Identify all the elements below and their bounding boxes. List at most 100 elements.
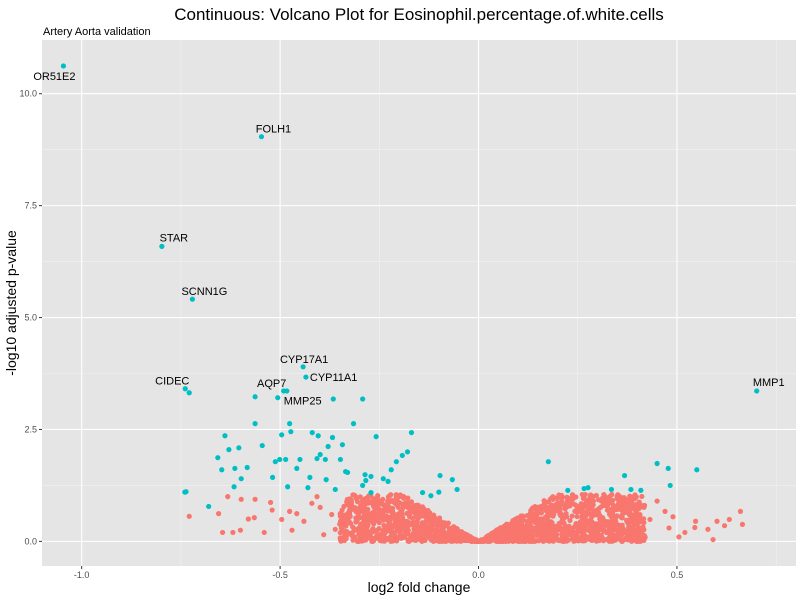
- labeled-point-cyp17a1: [300, 364, 306, 370]
- nonsignificant-point: [626, 524, 632, 531]
- nonsignificant-point: [555, 508, 561, 514]
- nonsignificant-point: [403, 530, 409, 536]
- nonsignificant-point: [550, 494, 556, 500]
- nonsignificant-point: [546, 537, 552, 544]
- nonsignificant-point: [589, 527, 595, 533]
- nonsignificant-point: [419, 538, 425, 544]
- nonsignificant-point: [383, 535, 389, 541]
- nonsignificant-point: [486, 534, 492, 540]
- nonsignificant-point: [440, 525, 446, 532]
- nonsignificant-point: [584, 508, 591, 514]
- nonsignificant-point: [641, 532, 647, 538]
- nonsignificant-point: [279, 516, 285, 523]
- nonsignificant-point: [410, 508, 416, 515]
- nonsignificant-point: [573, 521, 579, 527]
- nonsignificant-point: [597, 512, 603, 518]
- nonsignificant-point: [630, 528, 636, 534]
- nonsignificant-point: [710, 536, 716, 543]
- significant-point: [608, 486, 615, 493]
- nonsignificant-point: [413, 502, 419, 509]
- nonsignificant-point: [452, 534, 458, 540]
- nonsignificant-point: [337, 513, 344, 519]
- nonsignificant-point: [219, 529, 226, 536]
- nonsignificant-point: [348, 506, 354, 512]
- nonsignificant-point: [503, 533, 509, 539]
- nonsignificant-point: [606, 524, 612, 530]
- significant-point: [294, 465, 300, 472]
- nonsignificant-point: [621, 502, 627, 509]
- significant-point: [449, 477, 455, 483]
- nonsignificant-point: [408, 499, 415, 505]
- gene-label-aqp7: AQP7: [257, 378, 286, 390]
- nonsignificant-point: [453, 527, 459, 533]
- nonsignificant-point: [358, 528, 364, 534]
- labeled-point-star: [159, 243, 165, 249]
- nonsignificant-point: [618, 514, 625, 521]
- nonsignificant-point: [418, 523, 425, 530]
- nonsignificant-point: [533, 529, 539, 535]
- nonsignificant-point: [392, 519, 398, 525]
- significant-point: [667, 482, 673, 489]
- nonsignificant-point: [622, 509, 628, 515]
- gene-label-folh1: FOLH1: [256, 124, 291, 136]
- nonsignificant-point: [344, 529, 350, 535]
- significant-point: [215, 455, 221, 461]
- nonsignificant-point: [536, 504, 542, 510]
- nonsignificant-point: [366, 515, 372, 522]
- nonsignificant-point: [630, 502, 636, 508]
- nonsignificant-point: [514, 527, 520, 533]
- nonsignificant-point: [580, 509, 587, 515]
- nonsignificant-point: [543, 504, 549, 510]
- nonsignificant-point: [547, 504, 553, 510]
- nonsignificant-point: [225, 494, 231, 500]
- nonsignificant-point: [458, 537, 464, 543]
- nonsignificant-point: [638, 502, 644, 509]
- nonsignificant-point: [346, 518, 352, 524]
- nonsignificant-point: [341, 536, 347, 542]
- nonsignificant-point: [371, 519, 377, 525]
- nonsignificant-point: [397, 531, 403, 538]
- nonsignificant-point: [599, 535, 605, 541]
- nonsignificant-point: [434, 526, 440, 533]
- nonsignificant-point: [569, 492, 576, 498]
- significant-point: [380, 476, 386, 482]
- nonsignificant-point: [594, 537, 600, 543]
- nonsignificant-point: [384, 526, 390, 532]
- significant-point: [206, 503, 212, 510]
- nonsignificant-point: [603, 495, 609, 501]
- y-tick-label: 2.5: [24, 424, 37, 434]
- nonsignificant-point: [377, 537, 383, 543]
- nonsignificant-point: [593, 522, 599, 528]
- nonsignificant-point: [635, 533, 641, 539]
- gene-label-mmp1: MMP1: [753, 377, 785, 389]
- significant-point: [277, 456, 283, 463]
- significant-point: [330, 396, 336, 402]
- significant-point: [323, 477, 329, 483]
- nonsignificant-point: [533, 532, 540, 539]
- nonsignificant-point: [309, 500, 315, 506]
- nonsignificant-point: [332, 526, 338, 532]
- nonsignificant-point: [607, 507, 614, 513]
- nonsignificant-point: [245, 516, 251, 522]
- x-tick-label: 0.0: [472, 570, 485, 580]
- nonsignificant-point: [426, 517, 433, 523]
- significant-point: [350, 421, 357, 427]
- nonsignificant-point: [423, 531, 429, 537]
- nonsignificant-point: [622, 535, 628, 542]
- nonsignificant-point: [385, 506, 392, 513]
- significant-point: [222, 433, 228, 439]
- nonsignificant-point: [590, 513, 596, 519]
- significant-point: [252, 421, 258, 427]
- nonsignificant-point: [614, 513, 620, 519]
- nonsignificant-point: [721, 523, 728, 529]
- significant-point: [585, 485, 591, 491]
- nonsignificant-point: [602, 502, 608, 509]
- significant-point: [329, 434, 336, 441]
- significant-point: [385, 478, 391, 484]
- axis-ticks: -1.0 -0.5 0.0 0.5 0.0 2.5 5.0 7.5 10.0: [19, 89, 683, 580]
- nonsignificant-point: [358, 515, 364, 521]
- nonsignificant-point: [357, 494, 363, 500]
- nonsignificant-point: [407, 514, 413, 520]
- significant-point: [404, 449, 411, 455]
- nonsignificant-point: [618, 507, 624, 513]
